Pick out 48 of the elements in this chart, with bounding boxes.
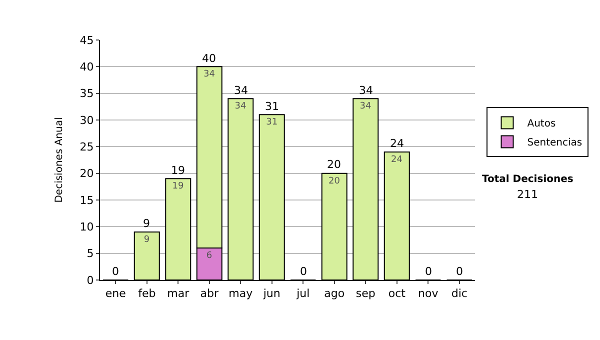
data-label: 34 — [360, 102, 372, 112]
x-tick-label: jun — [262, 287, 280, 300]
data-label: 19 — [172, 182, 184, 192]
x-tick-label: ago — [324, 287, 345, 300]
total-label: 9 — [143, 217, 150, 230]
data-label: 20 — [328, 176, 340, 186]
y-tick-label: 35 — [80, 87, 94, 100]
x-tick-label: ene — [105, 287, 126, 300]
y-tick-label: 40 — [80, 60, 94, 74]
total-label: 0 — [112, 265, 119, 278]
x-tick-label: feb — [138, 287, 156, 300]
y-tick-label: 45 — [80, 34, 94, 47]
total-label: 31 — [265, 100, 279, 113]
total-label: 0 — [300, 265, 307, 278]
total-label: 34 — [234, 84, 248, 97]
total-label: 24 — [390, 137, 404, 150]
total-label: 34 — [359, 84, 373, 97]
x-tick-label: oct — [388, 287, 406, 300]
total-label: 19 — [171, 164, 185, 177]
y-tick-label: 30 — [80, 114, 94, 127]
y-tick-label: 20 — [80, 167, 94, 180]
data-label: 6 — [206, 251, 212, 261]
x-tick-label: abr — [200, 287, 219, 300]
x-tick-label: nov — [418, 287, 439, 300]
x-tick-label: dic — [451, 287, 468, 300]
x-tick-label: jul — [296, 287, 310, 300]
data-label: 34 — [234, 102, 246, 112]
total-label: 40 — [202, 52, 216, 65]
data-label: 34 — [204, 70, 216, 80]
y-tick-label: 15 — [80, 194, 94, 207]
total-label: 0 — [425, 265, 432, 278]
data-label: 31 — [266, 118, 278, 128]
legend-label: Sentencias — [527, 138, 582, 149]
total-label: 20 — [327, 158, 341, 171]
total-label: 0 — [456, 265, 463, 278]
x-tick-label: sep — [356, 287, 376, 300]
legend-label: Autos — [527, 118, 556, 130]
text: Total Decisiones — [482, 174, 574, 185]
y-tick-label: 0 — [86, 274, 94, 287]
y-axis-title: Decisiones Anual — [54, 117, 65, 203]
y-tick-label: 25 — [80, 140, 94, 154]
data-label: 9 — [144, 235, 150, 245]
text: 211 — [517, 188, 538, 201]
y-tick-label: 10 — [80, 220, 94, 234]
x-tick-label: mar — [167, 287, 190, 300]
data-label: 24 — [391, 155, 403, 165]
x-tick-label: may — [228, 287, 254, 300]
y-tick-label: 5 — [86, 247, 94, 260]
